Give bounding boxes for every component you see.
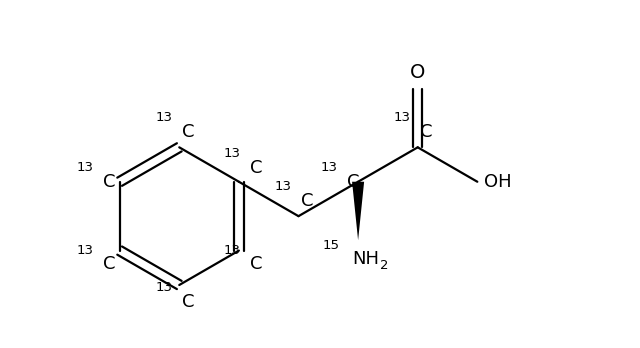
- Text: 13: 13: [223, 244, 241, 256]
- Text: 13: 13: [321, 161, 337, 174]
- Text: 13: 13: [77, 161, 94, 174]
- Text: 13: 13: [275, 180, 292, 193]
- Text: C: C: [250, 159, 262, 177]
- Polygon shape: [352, 182, 364, 240]
- Text: 13: 13: [223, 147, 241, 160]
- Text: C: C: [420, 123, 433, 141]
- Text: OH: OH: [484, 173, 512, 191]
- Text: C: C: [250, 255, 262, 273]
- Text: 2: 2: [380, 259, 389, 272]
- Text: 13: 13: [394, 111, 411, 124]
- Text: C: C: [182, 293, 195, 311]
- Text: 13: 13: [156, 111, 172, 124]
- Text: 13: 13: [77, 244, 94, 256]
- Text: C: C: [103, 255, 116, 273]
- Text: O: O: [410, 63, 426, 82]
- Text: C: C: [301, 192, 314, 210]
- Text: NH: NH: [352, 250, 379, 268]
- Text: C: C: [182, 123, 195, 141]
- Text: C: C: [103, 173, 116, 191]
- Text: 15: 15: [322, 239, 339, 252]
- Text: C: C: [347, 173, 360, 191]
- Text: 13: 13: [156, 282, 172, 294]
